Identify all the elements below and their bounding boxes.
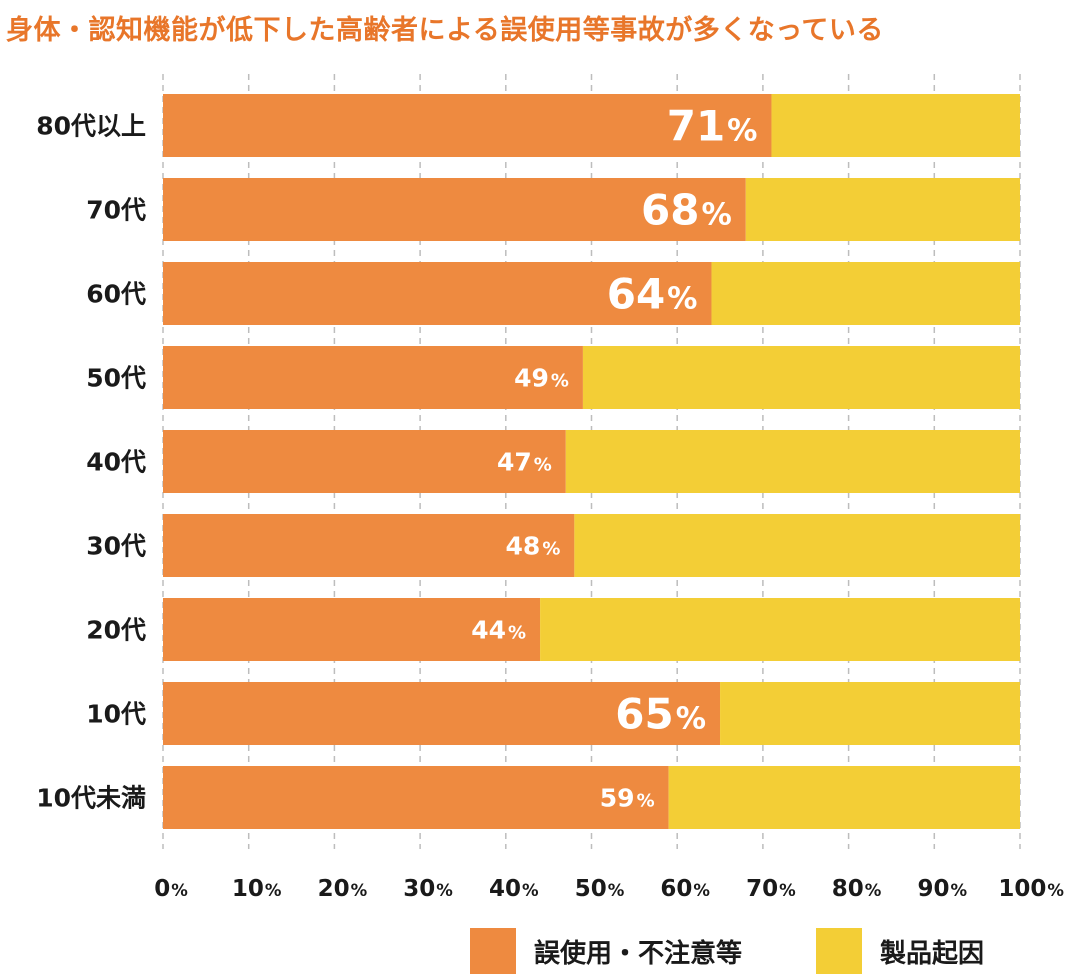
bar-segment-misuse — [163, 346, 583, 409]
bar-segment-misuse — [163, 430, 566, 493]
data-label-value: 49 — [514, 364, 549, 393]
x-tick-percent: % — [522, 881, 539, 900]
bar-segment-misuse — [163, 262, 712, 325]
x-tick-label: 20% — [318, 876, 368, 902]
legend-label: 製品起因 — [880, 938, 985, 969]
bar-segment-product — [720, 682, 1020, 745]
x-tick-value: 90 — [917, 876, 949, 902]
data-label-percent: % — [508, 623, 526, 644]
data-label-value: 48 — [506, 532, 541, 561]
category-label: 60代 — [86, 280, 146, 309]
x-tick-percent: % — [171, 881, 188, 900]
stacked-bar-chart: 71%68%64%49 %47 %48 %44 %65%59% 80代以上70代60代5… — [36, 74, 1064, 902]
data-label-value: 59 — [600, 784, 635, 813]
x-tick-percent: % — [779, 881, 796, 900]
data-label-percent: % — [637, 791, 655, 812]
x-tick-value: 60 — [660, 876, 692, 902]
bar-segment-misuse — [163, 766, 669, 829]
bar-segment-product — [668, 766, 1020, 829]
data-label: 71% — [667, 102, 758, 151]
data-label: 68% — [641, 186, 732, 235]
bar-segment-product — [745, 178, 1020, 241]
data-label-value: 71 — [667, 102, 725, 151]
data-label: 49% — [514, 364, 569, 393]
bar-segment-product — [582, 346, 1020, 409]
x-tick-percent: % — [693, 881, 710, 900]
x-tick-percent: % — [1047, 881, 1064, 900]
category-label: 80代以上 — [36, 112, 146, 141]
data-label-percent: % — [534, 455, 552, 476]
bar-segment-misuse — [163, 178, 746, 241]
data-label-value: 68 — [641, 186, 699, 235]
x-tick-percent: % — [351, 881, 368, 900]
bar-segment-product — [574, 514, 1020, 577]
x-tick-value: 50 — [575, 876, 607, 902]
bar-segment-misuse — [163, 598, 541, 661]
category-label: 50代 — [86, 364, 146, 393]
x-tick-percent: % — [951, 881, 968, 900]
x-tick-percent: % — [608, 881, 625, 900]
data-label: 44% — [471, 616, 526, 645]
x-tick-percent: % — [865, 881, 882, 900]
data-label-value: 64 — [607, 270, 665, 319]
legend-label: 誤使用・不注意等 — [534, 938, 743, 969]
bar-segment-misuse — [163, 682, 721, 745]
x-axis-tick-labels: 0% 10% 20% 30% 40% 50% 60% 70% 80% 90% 100% — [154, 876, 1064, 902]
legend-item: 製品起因 — [816, 928, 984, 974]
data-label-percent: % — [727, 114, 757, 149]
category-label: 40代 — [86, 448, 146, 477]
x-tick-label: 100% — [998, 876, 1064, 902]
bars: 71%68%64%49 %47 %48 %44 %65%59% — [163, 94, 1020, 829]
data-label-value: 47 — [497, 448, 532, 477]
x-tick-percent: % — [265, 881, 282, 900]
legend-swatch — [470, 928, 516, 974]
data-label: 64% — [607, 270, 698, 319]
bar-segment-product — [771, 94, 1020, 157]
x-tick-value: 0 — [154, 876, 170, 902]
x-tick-value: 40 — [489, 876, 521, 902]
x-tick-value: 80 — [832, 876, 864, 902]
x-tick-label: 90% — [917, 876, 967, 902]
bar-segment-product — [711, 262, 1020, 325]
category-label: 70代 — [86, 196, 146, 225]
x-tick-value: 30 — [403, 876, 435, 902]
x-tick-label: 30% — [403, 876, 453, 902]
category-labels: 80代以上 70代 60代 50代 40代 30代 20代 10代 10代未満 — [36, 112, 146, 813]
category-label: 10代未満 — [36, 784, 146, 813]
x-tick-label: 80% — [832, 876, 882, 902]
x-tick-value: 20 — [318, 876, 350, 902]
data-label: 59% — [600, 784, 655, 813]
x-tick-label: 70% — [746, 876, 796, 902]
data-label-percent: % — [701, 198, 731, 233]
x-tick-label: 40% — [489, 876, 539, 902]
data-label-percent: % — [551, 371, 569, 392]
x-tick-percent: % — [436, 881, 453, 900]
data-label: 48% — [506, 532, 561, 561]
data-label-percent: % — [667, 282, 697, 317]
category-label: 20代 — [86, 616, 146, 645]
data-label-value: 44 — [471, 616, 506, 645]
data-label: 47% — [497, 448, 552, 477]
legend-swatch — [816, 928, 863, 974]
data-label-percent: % — [542, 539, 560, 560]
category-label: 10代 — [86, 700, 146, 729]
bar-segment-product — [565, 430, 1020, 493]
data-label-percent: % — [676, 702, 706, 737]
x-tick-label: 10% — [232, 876, 282, 902]
category-label: 30代 — [86, 532, 146, 561]
bar-segment-misuse — [163, 514, 575, 577]
legend: 誤使用・不注意等 製品起因 — [470, 928, 1058, 974]
x-tick-value: 100 — [998, 876, 1046, 902]
data-label-value: 65 — [615, 690, 673, 739]
bar-segment-product — [540, 598, 1020, 661]
x-tick-value: 70 — [746, 876, 778, 902]
bar-segment-misuse — [163, 94, 772, 157]
legend-item: 誤使用・不注意等 — [470, 928, 742, 974]
x-tick-label: 60% — [660, 876, 710, 902]
x-tick-value: 10 — [232, 876, 264, 902]
data-label: 65% — [615, 690, 706, 739]
x-tick-label: 0% — [154, 876, 188, 902]
x-tick-label: 50% — [575, 876, 625, 902]
chart-title: 身体・認知機能が低下した高齢者による誤使用等事故が多くなっている — [6, 15, 884, 46]
